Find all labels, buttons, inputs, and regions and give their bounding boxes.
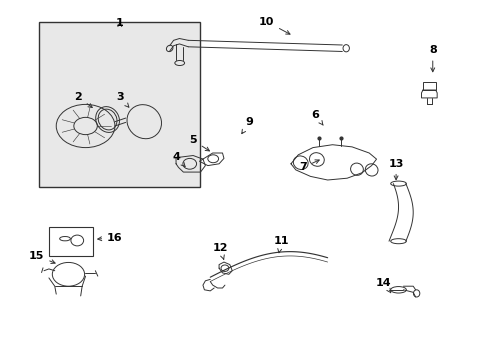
Text: 15: 15 bbox=[29, 251, 55, 264]
Text: 5: 5 bbox=[189, 135, 209, 151]
Bar bbox=[422, 82, 435, 90]
Text: 8: 8 bbox=[428, 45, 436, 72]
Text: 4: 4 bbox=[172, 152, 185, 167]
Text: 1: 1 bbox=[116, 18, 123, 28]
Text: 14: 14 bbox=[375, 278, 391, 293]
Text: 3: 3 bbox=[116, 92, 129, 107]
Text: 6: 6 bbox=[311, 110, 323, 125]
Text: 13: 13 bbox=[387, 159, 403, 180]
Text: 11: 11 bbox=[273, 236, 288, 253]
Text: 2: 2 bbox=[74, 92, 92, 108]
Text: 16: 16 bbox=[98, 233, 122, 243]
Text: 9: 9 bbox=[241, 117, 253, 134]
Text: 10: 10 bbox=[258, 17, 289, 34]
Bar bbox=[49, 227, 93, 256]
Text: 7: 7 bbox=[299, 160, 319, 172]
Bar bbox=[39, 22, 200, 187]
Text: 12: 12 bbox=[212, 243, 227, 259]
